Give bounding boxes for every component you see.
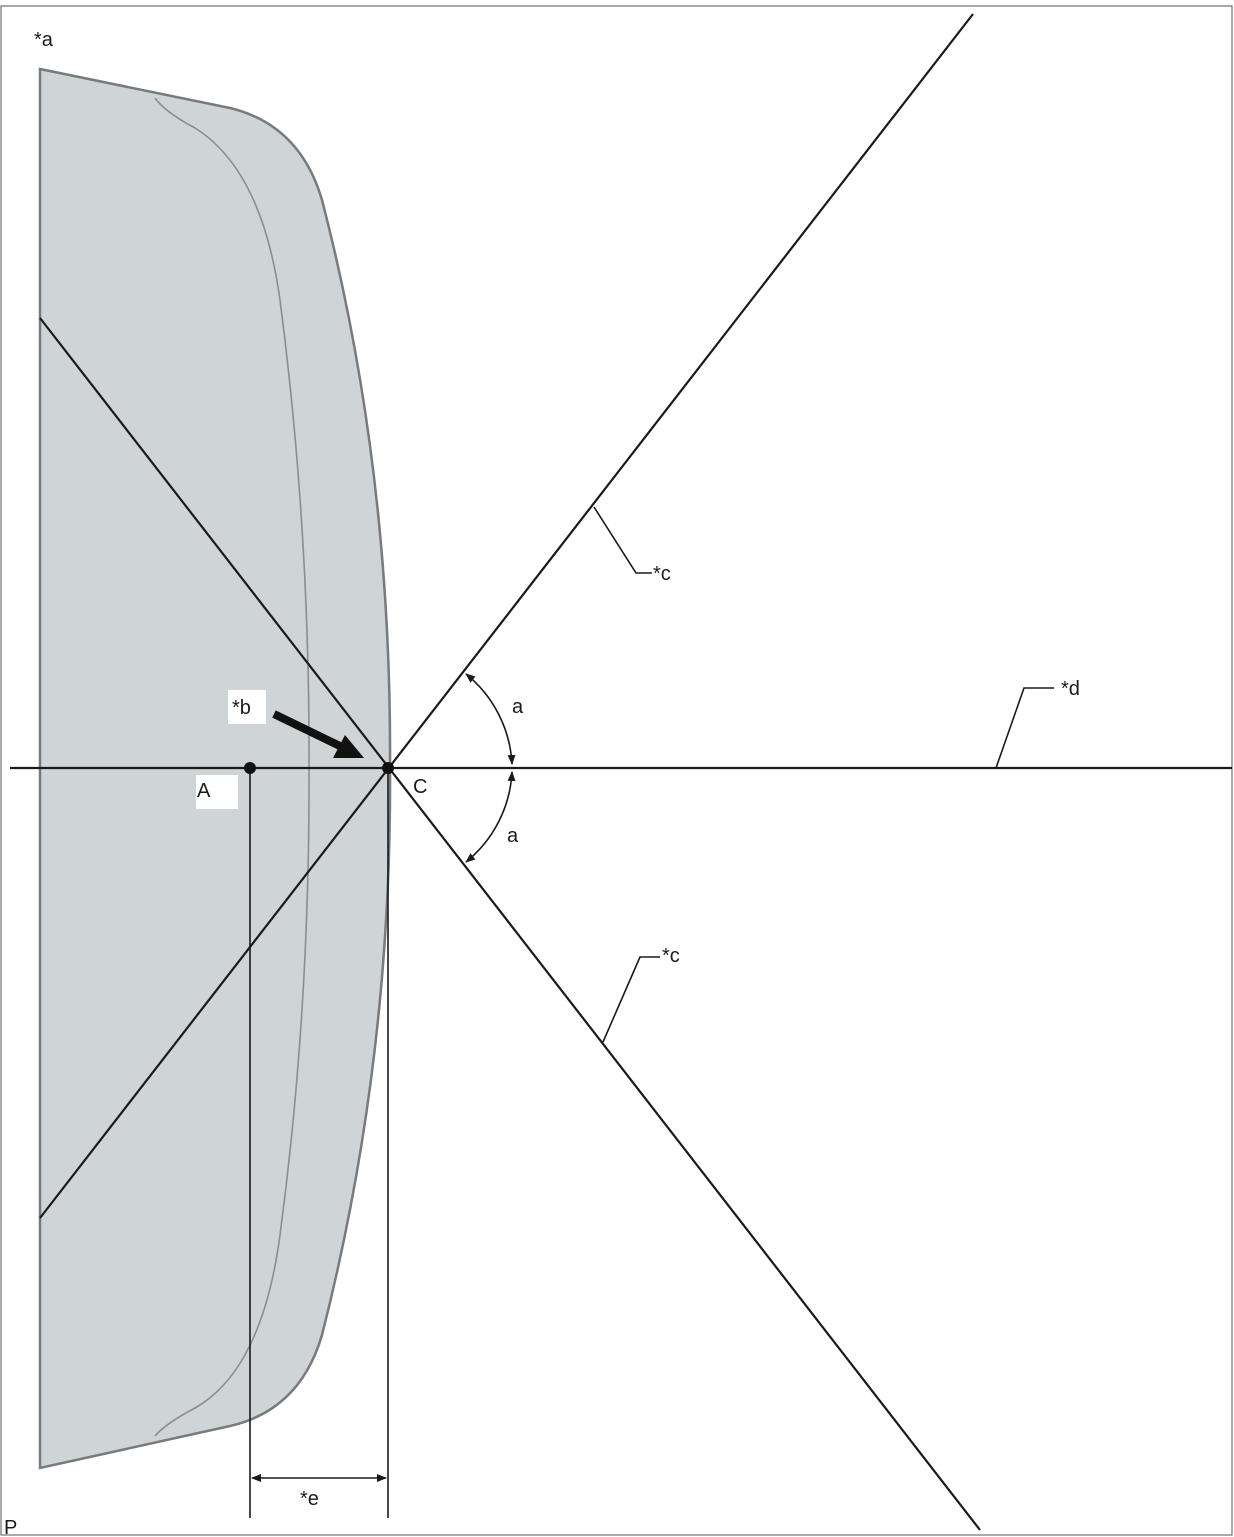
label-cut-line-lower: *c [662, 945, 680, 967]
leader-cut-line-lower [602, 956, 660, 1043]
label-corner-mark: P [4, 1517, 17, 1537]
label-center-line: *d [1061, 678, 1080, 700]
label-bg-b [228, 690, 266, 724]
angle-arc-upper [465, 673, 516, 765]
frame-border [0, 5, 1233, 1536]
label-angle-lower: a [507, 825, 519, 847]
label-part: *a [34, 29, 54, 51]
label-offset-dimension: *e [300, 1488, 319, 1510]
label-bg-a [196, 775, 238, 809]
contact-arrow-head [333, 735, 364, 758]
point-c-marker [382, 762, 394, 774]
cut-line-lower-right [39, 317, 981, 1531]
cut-line-upper-right [39, 13, 974, 1219]
angle-arc-lower [465, 771, 516, 863]
label-point-c: C [413, 776, 427, 798]
contact-arrow-shaft [272, 710, 346, 752]
label-angle-upper: a [512, 696, 524, 718]
label-point-a: A [197, 780, 211, 802]
leader-cut-line-upper [593, 506, 652, 574]
point-a-marker [244, 762, 256, 774]
leader-center-line [995, 687, 1054, 769]
label-contact-point: *b [232, 697, 251, 719]
label-cut-line-upper: *c [653, 563, 671, 585]
